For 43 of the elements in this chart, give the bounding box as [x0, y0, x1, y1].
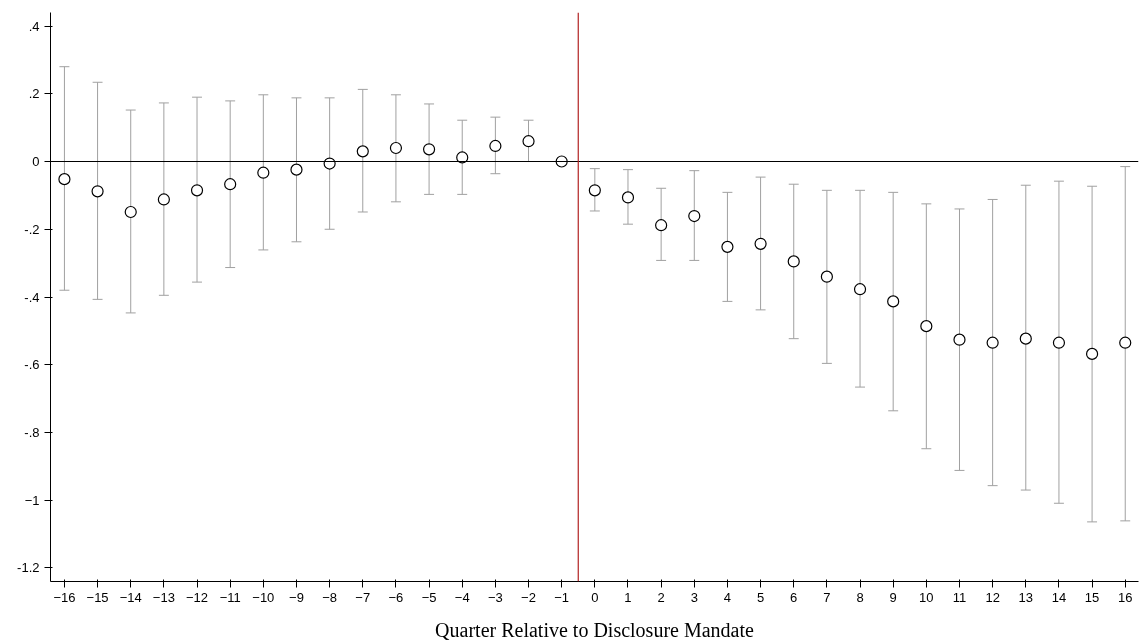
x-tick-label: 8 — [856, 589, 864, 605]
x-tick-label: 4 — [723, 589, 732, 605]
x-tick-label: −8 — [322, 589, 338, 605]
x-tick-label: −4 — [454, 589, 470, 605]
y-tick-label: -.8 — [24, 424, 40, 440]
x-tick-label: −1 — [554, 589, 570, 605]
x-tick-label: 5 — [756, 589, 765, 605]
x-tick-label: −7 — [355, 589, 371, 605]
x-tick-label: −10 — [252, 589, 275, 605]
x-tick-label: −11 — [219, 589, 241, 605]
x-tick-label: 7 — [823, 589, 831, 605]
y-tick-label: −1 — [24, 492, 40, 508]
x-tick-label: −5 — [421, 589, 437, 605]
x-tick-label: −12 — [186, 589, 209, 605]
x-tick-label: −3 — [487, 589, 503, 605]
x-tick-label: 15 — [1084, 589, 1100, 605]
x-tick-label: 10 — [919, 589, 934, 605]
x-tick-label: −9 — [289, 589, 304, 605]
x-tick-label: 12 — [985, 589, 1000, 605]
y-tick-label: 0 — [32, 154, 40, 170]
y-tick-label: -.2 — [24, 221, 40, 237]
x-tick-label: 14 — [1051, 589, 1067, 605]
x-tick-label: −2 — [521, 589, 536, 605]
x-tick-label: 11 — [952, 589, 967, 605]
y-tick-label: -.6 — [24, 357, 40, 373]
x-tick-label: 9 — [889, 589, 897, 605]
x-tick-label: 13 — [1018, 589, 1034, 605]
x-tick-label: 3 — [690, 589, 698, 605]
x-tick-label: 16 — [1118, 589, 1133, 605]
y-tick-label: -1.2 — [17, 560, 40, 576]
x-axis-title: Quarter Relative to Disclosure Mandate — [435, 618, 755, 641]
x-tick-label: −13 — [152, 589, 175, 605]
x-tick-label: 0 — [591, 589, 599, 605]
x-tick-label: 6 — [790, 589, 798, 605]
x-tick-label: −16 — [53, 589, 76, 605]
y-tick-label: -.4 — [24, 289, 40, 305]
y-tick-label: .2 — [28, 86, 40, 102]
y-tick-label: .4 — [28, 18, 40, 34]
x-tick-label: −14 — [119, 589, 142, 605]
x-tick-label: −15 — [86, 589, 109, 605]
x-tick-label: 2 — [657, 589, 665, 605]
x-tick-label: 1 — [624, 589, 632, 605]
x-tick-label: −6 — [388, 589, 404, 605]
